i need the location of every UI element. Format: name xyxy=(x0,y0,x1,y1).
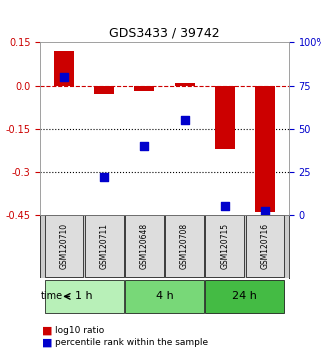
FancyBboxPatch shape xyxy=(246,215,284,277)
Bar xyxy=(94,86,114,94)
Text: GSM120716: GSM120716 xyxy=(260,223,269,269)
Text: GSM120711: GSM120711 xyxy=(100,223,109,269)
FancyBboxPatch shape xyxy=(165,215,204,277)
Text: 4 h: 4 h xyxy=(156,291,173,301)
Text: ■: ■ xyxy=(42,326,52,336)
Point xyxy=(182,117,187,123)
FancyBboxPatch shape xyxy=(45,280,124,313)
FancyBboxPatch shape xyxy=(45,215,83,277)
Point xyxy=(102,174,107,179)
Point xyxy=(222,203,227,209)
FancyBboxPatch shape xyxy=(205,280,284,313)
Text: ■: ■ xyxy=(42,338,52,348)
Text: GSM120710: GSM120710 xyxy=(60,223,69,269)
Bar xyxy=(255,86,275,212)
Bar xyxy=(54,51,74,86)
Point xyxy=(142,143,147,149)
Point xyxy=(62,74,67,80)
FancyBboxPatch shape xyxy=(125,215,164,277)
Bar xyxy=(134,86,154,91)
Text: time: time xyxy=(41,291,63,301)
Text: 24 h: 24 h xyxy=(232,291,257,301)
Text: GSM120715: GSM120715 xyxy=(220,223,229,269)
FancyBboxPatch shape xyxy=(125,280,204,313)
FancyBboxPatch shape xyxy=(85,215,124,277)
Text: percentile rank within the sample: percentile rank within the sample xyxy=(55,338,208,347)
Text: 1 h: 1 h xyxy=(75,291,93,301)
Bar xyxy=(215,86,235,149)
Text: log10 ratio: log10 ratio xyxy=(55,326,104,336)
Point xyxy=(262,209,267,214)
Text: GSM120708: GSM120708 xyxy=(180,223,189,269)
Bar xyxy=(175,82,195,86)
Text: GSM120648: GSM120648 xyxy=(140,223,149,269)
Title: GDS3433 / 39742: GDS3433 / 39742 xyxy=(109,27,220,40)
FancyBboxPatch shape xyxy=(205,215,244,277)
